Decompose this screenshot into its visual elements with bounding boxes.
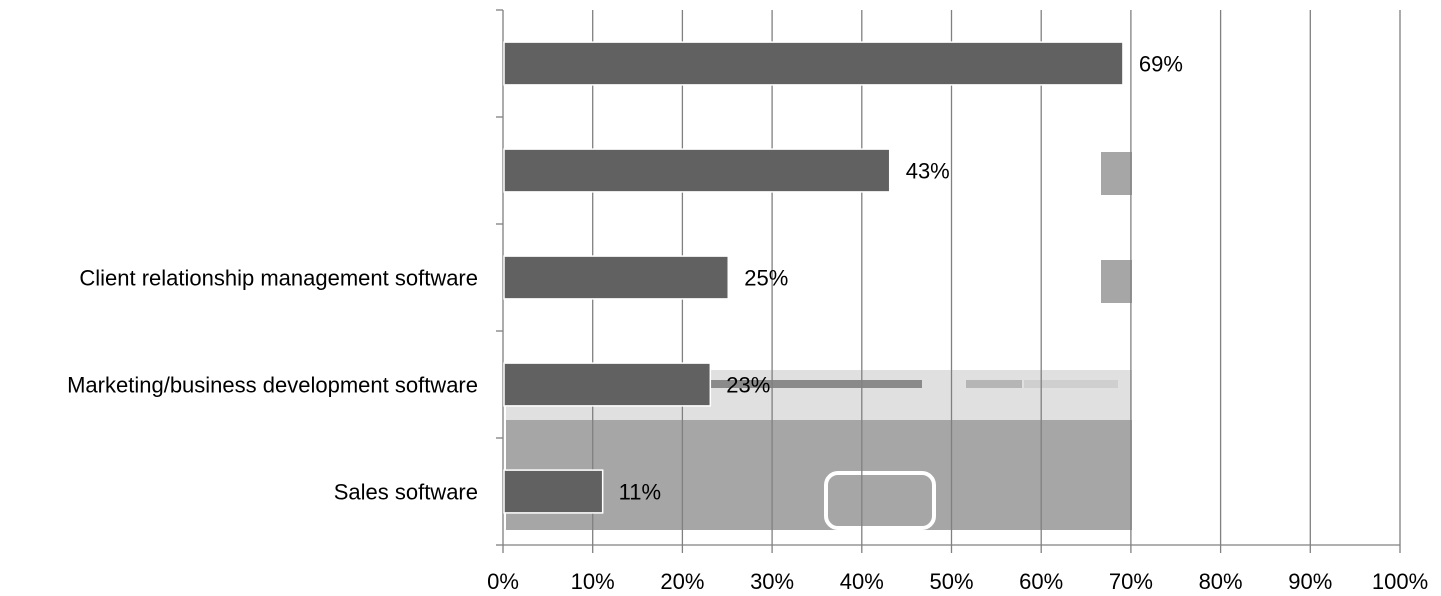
bars (503, 41, 1124, 514)
category-labels: Client relationship management software M… (67, 266, 478, 505)
data-label: 23% (726, 373, 770, 398)
x-tick-label: 100% (1372, 569, 1428, 594)
artifact-rounded-box (824, 471, 936, 530)
category-label: Sales software (334, 480, 478, 505)
x-tick-label: 30% (750, 569, 794, 594)
artifact-strip-mid (966, 380, 1022, 388)
bar (503, 148, 891, 193)
data-label: 69% (1139, 52, 1183, 77)
x-tick-label: 80% (1199, 569, 1243, 594)
category-label: Marketing/business development software (67, 373, 478, 398)
data-label: 43% (906, 159, 950, 184)
x-tick-label: 0% (487, 569, 519, 594)
x-tick-label: 40% (840, 569, 884, 594)
x-tick-label: 70% (1109, 569, 1153, 594)
data-label: 11% (619, 480, 661, 505)
artifact-small-block-2 (1101, 260, 1132, 303)
x-tick-label: 60% (1019, 569, 1063, 594)
artifact-small-block-1 (1101, 152, 1132, 195)
bar (503, 255, 729, 300)
category-label: Client relationship management software (79, 266, 478, 291)
artifact-strip-dark (710, 380, 922, 388)
data-label: 25% (744, 266, 788, 291)
artifact-panel (506, 420, 1132, 530)
data-labels: 69% 43% 25% 23% 11% (619, 52, 1183, 505)
x-tick-label: 50% (929, 569, 973, 594)
x-tick-label: 90% (1288, 569, 1332, 594)
x-tick-label: 10% (571, 569, 615, 594)
artifact-strip-light (1024, 380, 1118, 388)
x-tick-label: 20% (660, 569, 704, 594)
bar (503, 41, 1124, 86)
bar (503, 362, 712, 407)
bar (503, 469, 604, 514)
axes (496, 9, 1401, 553)
x-tick-labels: 0% 10% 20% 30% 40% 50% 60% 70% 80% 90% 100% (487, 569, 1428, 594)
